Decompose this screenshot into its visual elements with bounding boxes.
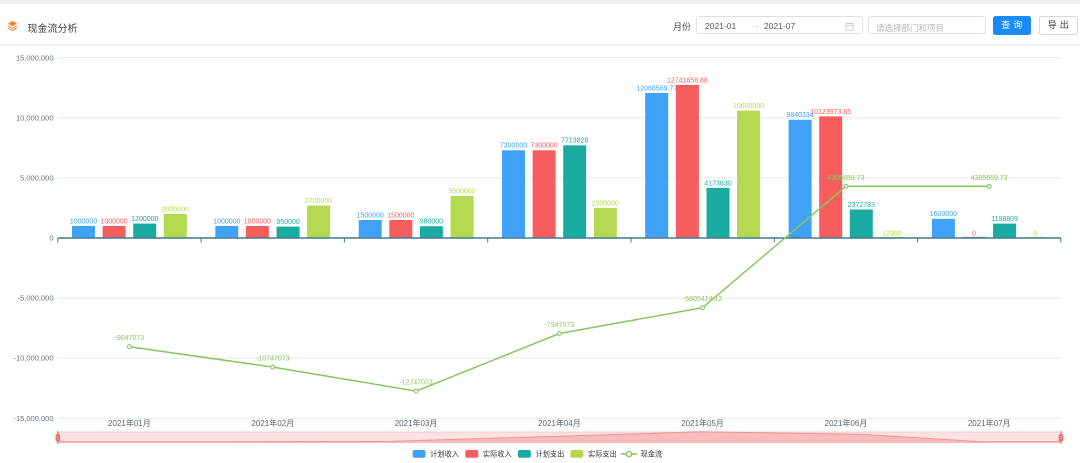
svg-text:2021年05月: 2021年05月 [681,418,724,428]
svg-text:2372783: 2372783 [848,202,875,209]
svg-text:1500000: 1500000 [357,212,384,219]
svg-text:2021年06月: 2021年06月 [825,418,868,428]
svg-text:2000000: 2000000 [162,206,189,213]
svg-text:2021年03月: 2021年03月 [395,418,438,428]
svg-text:0: 0 [972,230,976,237]
svg-text:950000: 950000 [276,219,299,226]
svg-text:12900: 12900 [882,230,902,237]
svg-text:7713828: 7713828 [561,138,588,145]
svg-text:现金流: 现金流 [641,450,663,459]
svg-text:2021年01月: 2021年01月 [108,418,151,428]
svg-text:4305659.73: 4305659.73 [828,175,865,182]
svg-text:计划收入: 计划收入 [430,450,459,459]
svg-text:2021年02月: 2021年02月 [251,418,294,428]
svg-text:实际收入: 实际收入 [483,450,512,459]
svg-text:0: 0 [1033,230,1037,237]
svg-text:-5,000,000: -5,000,000 [18,294,54,303]
svg-text:-9047073: -9047073 [115,335,145,342]
svg-text:4305659.73: 4305659.73 [971,175,1008,182]
svg-text:1000000: 1000000 [213,218,240,225]
svg-text:12068569.77: 12068569.77 [636,85,677,92]
svg-text:980000: 980000 [420,219,443,226]
svg-text:-12747073: -12747073 [399,380,433,387]
svg-text:1198809: 1198809 [991,216,1018,223]
svg-text:9840334: 9840334 [786,112,813,119]
svg-text:15,000,000: 15,000,000 [16,53,54,62]
svg-text:1200000: 1200000 [131,216,158,223]
svg-text:1000000: 1000000 [100,218,127,225]
svg-text:-7947073: -7947073 [545,322,575,329]
svg-text:实际支出: 实际支出 [588,450,617,459]
svg-text:1000000: 1000000 [70,218,97,225]
svg-text:计划支出: 计划支出 [536,450,565,459]
svg-text:-10,000,000: -10,000,000 [13,354,53,363]
svg-text:1500000: 1500000 [387,212,414,219]
svg-text:2021年07月: 2021年07月 [968,418,1011,428]
svg-text:-5805414.12: -5805414.12 [683,296,722,303]
svg-text:5,000,000: 5,000,000 [20,174,53,183]
svg-text:2500000: 2500000 [592,200,619,207]
svg-text:1000000: 1000000 [244,218,271,225]
svg-text:12741658.88: 12741658.88 [667,77,708,84]
svg-text:10123973.85: 10123973.85 [810,109,851,116]
svg-text:7300000: 7300000 [500,143,527,150]
svg-text:2021年04月: 2021年04月 [538,418,581,428]
svg-text:3500000: 3500000 [448,188,475,195]
svg-text:-15,000,000: -15,000,000 [13,414,53,423]
svg-text:2700000: 2700000 [305,198,332,205]
svg-text:0: 0 [49,234,53,243]
svg-text:10600000: 10600000 [733,103,764,110]
svg-text:1600000: 1600000 [930,211,957,218]
svg-text:7300000: 7300000 [530,143,557,150]
svg-text:-10747073: -10747073 [256,356,290,363]
svg-text:4173630: 4173630 [704,180,731,187]
svg-text:10,000,000: 10,000,000 [16,114,54,123]
